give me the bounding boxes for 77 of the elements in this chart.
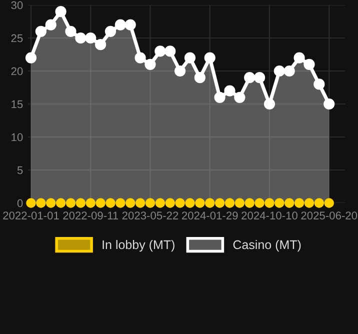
point — [175, 198, 185, 208]
point — [144, 58, 156, 70]
point — [184, 52, 196, 64]
point — [274, 65, 285, 77]
point — [294, 198, 304, 208]
point — [75, 32, 86, 44]
point — [116, 198, 126, 208]
y-tick-label: 0 — [17, 199, 23, 208]
point — [244, 198, 254, 208]
point — [106, 198, 116, 208]
point — [214, 92, 226, 103]
point — [154, 46, 166, 57]
legend-label: Casino (MT) — [233, 240, 301, 252]
point — [274, 198, 284, 208]
y-tick-label: 5 — [17, 166, 23, 174]
point — [294, 52, 305, 64]
point — [174, 65, 186, 77]
point — [134, 52, 146, 64]
point — [66, 198, 76, 208]
point — [96, 198, 106, 208]
point — [164, 46, 176, 57]
point — [204, 52, 216, 64]
point — [234, 92, 246, 103]
point — [155, 198, 166, 208]
y-tick-label: 30 — [11, 1, 23, 10]
point — [135, 198, 146, 208]
point — [284, 65, 295, 77]
point — [36, 198, 46, 208]
point — [56, 198, 66, 208]
point — [324, 98, 335, 110]
point — [165, 198, 175, 208]
point — [55, 6, 66, 18]
point — [185, 198, 195, 208]
point — [86, 198, 96, 208]
point — [145, 198, 156, 208]
x-tick-label: 2022-09-11 — [63, 212, 118, 220]
point — [85, 32, 96, 44]
point — [204, 198, 215, 208]
point — [114, 19, 126, 30]
point — [324, 198, 334, 208]
point — [25, 52, 37, 64]
x-tick-label: 2024-01-29 — [182, 212, 238, 220]
point — [254, 72, 266, 84]
legend-label: In lobby (MT) — [102, 240, 174, 252]
point — [195, 198, 205, 208]
point — [124, 19, 136, 30]
point — [264, 98, 276, 110]
x-tick-label: 2022-01-01 — [3, 212, 59, 220]
y-tick-label: 25 — [11, 34, 23, 42]
point — [45, 19, 56, 30]
x-tick-label: 2024-10-10 — [242, 212, 298, 220]
point — [94, 39, 106, 50]
y-tick-label: 20 — [11, 67, 23, 76]
point — [284, 198, 294, 208]
y-tick-label: 15 — [12, 100, 23, 108]
point — [76, 198, 86, 208]
point — [254, 198, 264, 208]
point — [314, 198, 324, 208]
point — [244, 72, 256, 84]
point — [125, 198, 136, 208]
point — [304, 58, 315, 70]
point — [194, 72, 206, 84]
point — [104, 26, 116, 37]
point — [304, 198, 314, 208]
point — [35, 26, 46, 37]
point — [264, 198, 274, 208]
x-tick-label: 2025-06-20 — [301, 212, 358, 220]
x-tick-label: 2023-05-22 — [122, 212, 178, 220]
point — [214, 198, 225, 208]
y-tick-label: 10 — [12, 133, 23, 142]
point — [26, 198, 36, 208]
point — [46, 198, 56, 208]
point — [234, 198, 245, 208]
point — [224, 198, 235, 208]
point — [314, 78, 325, 90]
point — [65, 26, 76, 37]
point — [224, 85, 236, 96]
